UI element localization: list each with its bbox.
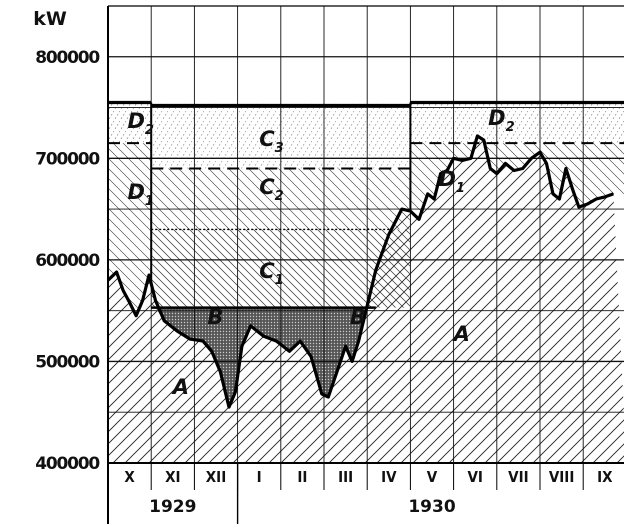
zone-label: B (207, 305, 223, 329)
zone-label-sub: 1 (456, 181, 465, 196)
zone-label-sub: 2 (275, 189, 284, 204)
year-label: 1930 (408, 497, 455, 517)
zone-label-sub: 2 (506, 120, 515, 135)
zone-label: A (171, 375, 189, 399)
y-tick-label: 700000 (35, 149, 100, 169)
month-label: IV (381, 468, 397, 486)
y-tick-label: 400000 (35, 454, 100, 474)
zone-label-sub: 1 (275, 273, 284, 288)
month-label: XI (165, 468, 180, 486)
zone-label: A (452, 322, 470, 346)
zone-d2-autumn (108, 102, 152, 144)
year-label: 1929 (149, 497, 196, 517)
month-label: X (124, 468, 135, 486)
month-label: XII (206, 468, 226, 486)
month-label: VIII (549, 468, 575, 486)
y-tick-label: 600000 (35, 251, 100, 271)
month-label: I (257, 468, 262, 486)
month-label: III (338, 468, 353, 486)
zone-b (151, 307, 370, 408)
unit-label: kW (33, 8, 67, 30)
month-label: II (297, 468, 307, 486)
zone-d2-summer (410, 102, 624, 144)
zone-d1-autumn (108, 143, 152, 316)
zone-label-sub: 2 (145, 123, 154, 138)
month-label: VI (467, 468, 482, 486)
month-label: IX (597, 468, 613, 486)
zone-label: B (350, 305, 366, 329)
zone-label-sub: 1 (145, 194, 154, 209)
curve-a (108, 134, 614, 409)
y-tick-label: 500000 (35, 352, 100, 372)
month-label: V (427, 468, 438, 486)
month-label: VII (508, 468, 528, 486)
zone-d1-summer (410, 143, 624, 220)
zone-label-sub: 3 (275, 141, 284, 156)
y-tick-label: 800000 (35, 48, 100, 68)
